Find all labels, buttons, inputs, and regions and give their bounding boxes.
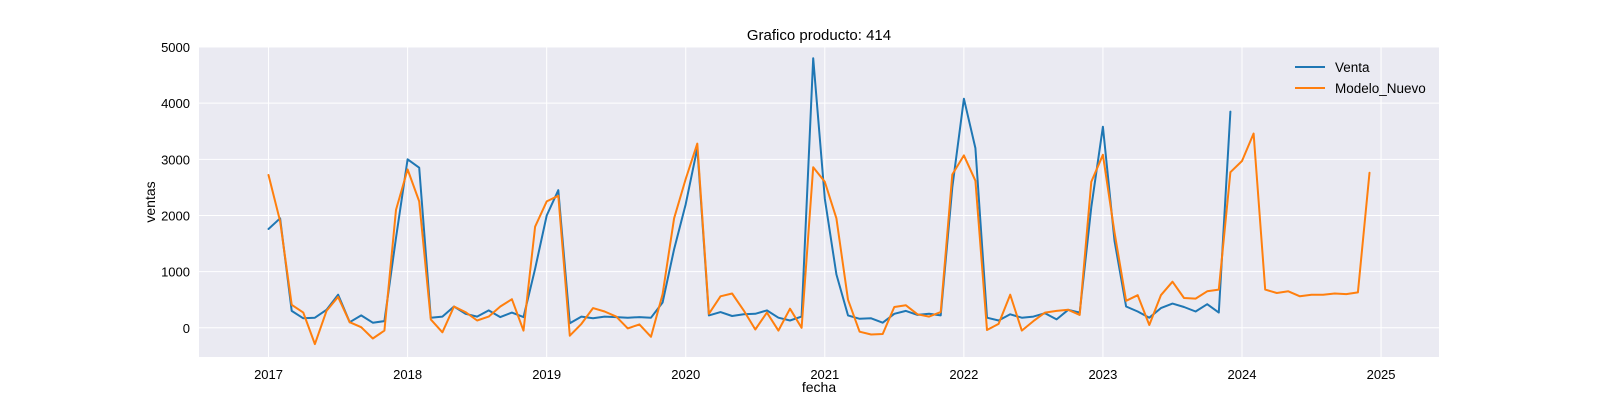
y-tick-labels: 0 1000 2000 3000 4000 5000 <box>161 40 190 336</box>
y-tick-label: 5000 <box>161 40 190 55</box>
x-tick-label: 2021 <box>810 367 839 382</box>
x-tick-label: 2025 <box>1367 367 1396 382</box>
y-axis-label: ventas <box>142 181 158 222</box>
chart-title: Grafico producto: 414 <box>747 27 891 44</box>
y-tick-label: 2000 <box>161 208 190 223</box>
x-tick-label: 2024 <box>1228 367 1257 382</box>
x-tick-label: 2018 <box>393 367 422 382</box>
x-tick-label: 2020 <box>671 367 700 382</box>
legend: Venta Modelo_Nuevo <box>1295 60 1426 96</box>
y-tick-label: 1000 <box>161 265 190 280</box>
plot-area <box>199 47 1439 357</box>
x-tick-label: 2023 <box>1088 367 1117 382</box>
y-tick-label: 3000 <box>161 152 190 167</box>
x-tick-label: 2017 <box>254 367 283 382</box>
x-tick-label: 2022 <box>949 367 978 382</box>
legend-label-venta: Venta <box>1335 60 1370 75</box>
y-tick-label: 4000 <box>161 96 190 111</box>
legend-label-modelo-nuevo: Modelo_Nuevo <box>1335 81 1426 96</box>
series-lines <box>267 57 1371 346</box>
x-axis-label: fecha <box>802 379 836 395</box>
x-tick-labels: 2017 2018 2019 2020 2021 2022 2023 2024 2025 <box>254 367 1395 382</box>
x-tick-label: 2019 <box>532 367 561 382</box>
series-line-modelo-nuevo <box>267 132 1371 346</box>
y-tick-label: 0 <box>183 321 190 336</box>
